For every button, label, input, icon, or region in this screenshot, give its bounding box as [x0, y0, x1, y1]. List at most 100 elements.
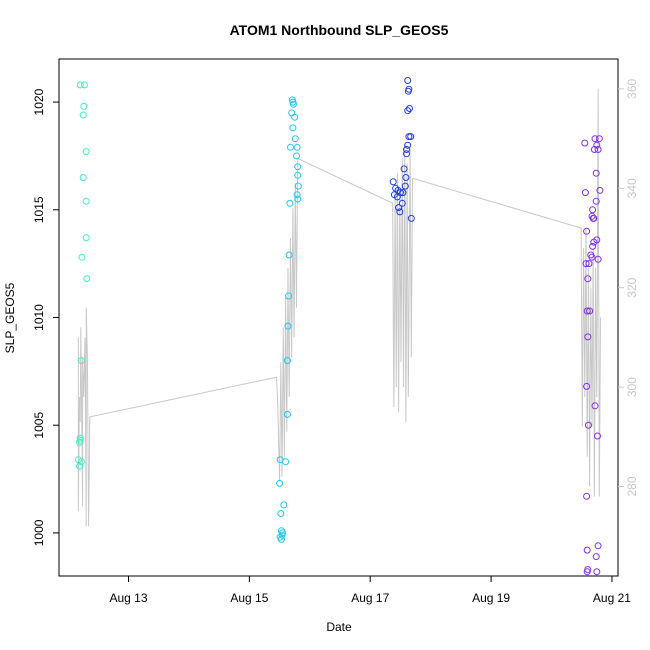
data-point-flight-2 — [285, 251, 293, 259]
data-point-flight-4 — [589, 242, 597, 250]
data-point-flight-2 — [294, 182, 302, 190]
data-point-flight-1 — [79, 111, 87, 119]
data-point-flight-3 — [407, 214, 415, 222]
y-axis-label: SLP_GEOS5 — [3, 282, 17, 353]
x-axis-label: Date — [326, 620, 352, 634]
data-point-flight-1 — [83, 275, 91, 283]
data-point-flight-4 — [594, 146, 602, 153]
data-point-flight-4 — [594, 542, 602, 550]
data-point-flight-2 — [294, 163, 302, 171]
data-point-flight-2 — [276, 479, 284, 487]
y-tick-label: 1000 — [32, 519, 46, 546]
data-point-flight-3 — [404, 77, 412, 84]
data-point-flight-4 — [583, 382, 591, 390]
data-point-flight-3 — [403, 146, 410, 153]
data-point-flight-2 — [283, 357, 291, 365]
data-point-flight-1 — [82, 197, 90, 205]
data-point-flight-1 — [78, 253, 86, 261]
data-point-flight-2 — [293, 152, 300, 160]
data-point-flight-2 — [290, 100, 297, 108]
x-axis: Aug 13 Aug 15 Aug 17 Aug 19 Aug 21 — [109, 576, 631, 605]
data-point-flight-2 — [287, 143, 294, 151]
y2-tick-label: 300 — [625, 377, 639, 397]
x-tick-label: Aug 19 — [472, 591, 510, 605]
data-point-flight-4 — [594, 432, 601, 440]
data-point-flight-2 — [280, 501, 288, 509]
y2-tick-label: 340 — [625, 178, 639, 198]
data-point-flight-2 — [294, 195, 302, 203]
data-point-flight-1 — [79, 174, 87, 181]
y2-axis: 280 300 320 340 360 — [618, 78, 639, 497]
data-point-flight-2 — [286, 199, 294, 207]
plot-box — [58, 58, 619, 577]
y-tick-label: 1010 — [32, 304, 46, 331]
data-point-flight-2 — [277, 510, 285, 517]
data-point-flight-3 — [393, 193, 401, 201]
data-point-flight-3 — [404, 141, 412, 149]
data-point-flight-4 — [583, 307, 591, 315]
data-point-flight-4 — [596, 186, 604, 194]
data-point-flight-1 — [76, 434, 84, 442]
x-tick-label: Aug 17 — [351, 591, 389, 605]
x-tick-label: Aug 21 — [593, 591, 631, 605]
x-tick-label: Aug 13 — [109, 591, 147, 605]
data-point-flight-4 — [585, 260, 593, 268]
data-point-flight-1 — [77, 458, 85, 466]
data-point-flight-4 — [595, 135, 603, 143]
data-point-flight-4 — [590, 238, 598, 246]
data-point-flight-3 — [395, 204, 403, 212]
data-point-flight-3 — [399, 189, 407, 197]
data-point-flight-4 — [592, 553, 600, 561]
data-point-flight-2 — [278, 531, 286, 539]
data-point-flight-4 — [590, 214, 598, 222]
data-point-flight-2 — [291, 135, 299, 143]
data-point-flight-4 — [588, 253, 596, 261]
chart-title: ATOM1 Northbound SLP_GEOS5 — [230, 22, 449, 38]
data-point-flight-1 — [76, 462, 83, 470]
secondary-trace-line — [77, 88, 601, 527]
data-point-flight-4 — [590, 146, 598, 153]
data-point-flight-2 — [294, 171, 302, 179]
y-tick-label: 1020 — [32, 88, 46, 115]
data-point-flight-4 — [589, 206, 597, 214]
data-point-flight-1 — [76, 438, 83, 446]
data-point-flight-4 — [581, 139, 589, 147]
data-point-flight-1 — [76, 81, 84, 89]
data-point-flight-2 — [282, 458, 290, 466]
data-point-flight-1 — [82, 234, 90, 242]
data-point-flight-3 — [404, 87, 412, 95]
data-point-flight-1 — [80, 102, 88, 110]
data-point-flight-4 — [583, 546, 591, 554]
data-point-flight-3 — [404, 107, 412, 115]
data-point-flight-2 — [291, 113, 299, 121]
y-axis: 1000 1005 1010 1015 1020 — [32, 88, 59, 546]
data-point-flight-4 — [592, 197, 600, 205]
data-point-flight-3 — [403, 150, 410, 158]
data-point-flight-2 — [284, 322, 292, 330]
data-point-flight-4 — [594, 255, 602, 263]
data-point-flight-2 — [285, 292, 293, 300]
y2-tick-label: 360 — [625, 78, 639, 98]
data-point-flight-4 — [584, 421, 592, 429]
data-point-flight-2 — [293, 191, 301, 199]
data-point-flight-4 — [592, 169, 600, 177]
data-point-flight-3 — [389, 178, 397, 186]
data-point-flight-4 — [591, 135, 599, 143]
data-point-flight-3 — [407, 133, 415, 141]
data-point-flight-1 — [80, 81, 88, 89]
data-point-flight-4 — [584, 275, 592, 283]
y2-tick-label: 280 — [625, 476, 639, 496]
data-point-flight-3 — [402, 174, 410, 181]
data-point-flight-4 — [586, 307, 594, 315]
data-point-flight-3 — [401, 182, 409, 190]
data-point-flight-1 — [82, 148, 90, 156]
data-point-flight-3 — [396, 208, 404, 216]
data-point-flight-2 — [288, 109, 296, 117]
data-point-flight-3 — [406, 105, 413, 112]
data-point-flight-1 — [77, 357, 85, 365]
data-point-flight-4 — [583, 492, 591, 500]
data-point-flight-4 — [582, 260, 590, 268]
data-point-flight-4 — [583, 227, 591, 235]
